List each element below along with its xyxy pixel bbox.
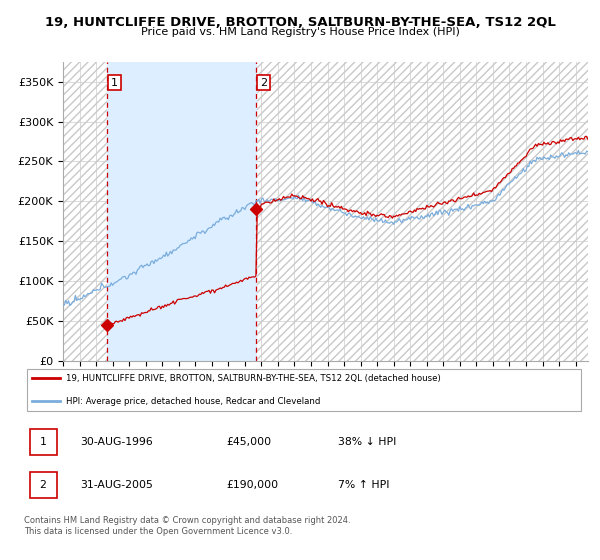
Text: Price paid vs. HM Land Registry's House Price Index (HPI): Price paid vs. HM Land Registry's House … — [140, 27, 460, 37]
Text: £45,000: £45,000 — [226, 437, 271, 447]
Bar — [107, 62, 256, 361]
Text: 19, HUNTCLIFFE DRIVE, BROTTON, SALTBURN-BY-THE-SEA, TS12 2QL: 19, HUNTCLIFFE DRIVE, BROTTON, SALTBURN-… — [44, 16, 556, 29]
Text: 30-AUG-1996: 30-AUG-1996 — [80, 437, 153, 447]
Text: 31-AUG-2005: 31-AUG-2005 — [80, 480, 153, 489]
Text: 19, HUNTCLIFFE DRIVE, BROTTON, SALTBURN-BY-THE-SEA, TS12 2QL (detached house): 19, HUNTCLIFFE DRIVE, BROTTON, SALTBURN-… — [66, 374, 441, 383]
Bar — [256, 62, 588, 361]
Text: 1: 1 — [111, 78, 118, 87]
Bar — [63, 62, 107, 361]
Text: HPI: Average price, detached house, Redcar and Cleveland: HPI: Average price, detached house, Redc… — [66, 396, 320, 406]
Text: 1: 1 — [40, 437, 47, 447]
FancyBboxPatch shape — [27, 368, 581, 411]
Text: Contains HM Land Registry data © Crown copyright and database right 2024.
This d: Contains HM Land Registry data © Crown c… — [24, 516, 350, 536]
Text: 38% ↓ HPI: 38% ↓ HPI — [338, 437, 397, 447]
FancyBboxPatch shape — [29, 472, 56, 498]
Text: £190,000: £190,000 — [226, 480, 278, 489]
Text: 2: 2 — [260, 78, 267, 87]
FancyBboxPatch shape — [29, 429, 56, 455]
Text: 2: 2 — [40, 480, 47, 489]
Text: 7% ↑ HPI: 7% ↑ HPI — [338, 480, 389, 489]
